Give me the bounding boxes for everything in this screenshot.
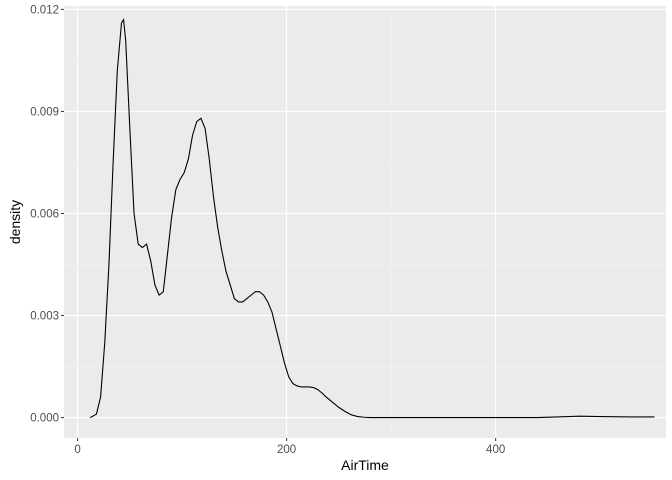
major-gridlines xyxy=(64,6,666,438)
y-axis-ticks: 0.000 0.003 0.006 0.009 0.012 xyxy=(30,4,64,425)
y-tick-label: 0.000 xyxy=(30,413,59,425)
x-axis-ticks: 0 200 400 xyxy=(74,438,505,456)
y-axis-title: density xyxy=(7,200,23,244)
minor-gridlines xyxy=(64,6,666,438)
density-curve xyxy=(89,17,655,419)
x-axis-title: AirTime xyxy=(341,457,389,473)
y-tick-label: 0.003 xyxy=(30,311,59,323)
y-tick-label: 0.012 xyxy=(30,4,59,16)
plot-panel xyxy=(64,6,666,438)
x-tick-label: 200 xyxy=(277,444,296,456)
y-tick-label: 0.006 xyxy=(30,208,59,220)
y-tick-label: 0.009 xyxy=(30,106,59,118)
x-tick-label: 400 xyxy=(486,444,505,456)
x-tick-label: 0 xyxy=(74,444,80,456)
